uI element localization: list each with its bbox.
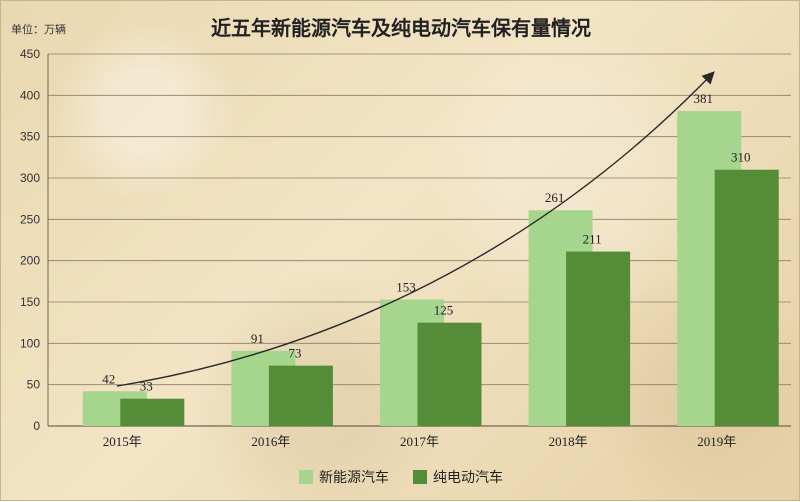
y-tick-label: 100 (20, 336, 40, 350)
legend-label-series-2: 纯电动汽车 (433, 470, 503, 486)
data-label: 73 (288, 346, 301, 361)
data-label: 42 (102, 371, 115, 386)
chart-title: 近五年新能源汽车及纯电动汽车保有量情况 (211, 16, 591, 40)
x-tick-label: 2017年 (400, 434, 439, 449)
legend-label-series-1: 新能源汽车 (319, 470, 389, 486)
data-label: 261 (545, 190, 565, 205)
x-tick-label: 2018年 (549, 434, 588, 449)
data-label: 381 (693, 91, 713, 106)
bar-series-2 (714, 169, 779, 426)
bar-series-2 (268, 365, 333, 426)
y-tick-label: 400 (20, 88, 40, 102)
legend-swatch-series-1 (299, 470, 313, 484)
y-tick-label: 0 (33, 419, 40, 433)
bar-series-2 (566, 251, 631, 426)
y-tick-label: 300 (20, 171, 40, 185)
x-tick-label: 2016年 (251, 434, 290, 449)
legend: 新能源汽车 纯电动汽车 (1, 467, 800, 487)
data-label: 33 (140, 379, 153, 394)
data-label: 310 (731, 150, 751, 165)
legend-swatch-series-2 (413, 470, 427, 484)
legend-item-series-2: 纯电动汽车 (413, 467, 503, 487)
data-label: 153 (396, 280, 416, 295)
bar-series-2 (120, 398, 185, 426)
trend-arrow (116, 71, 715, 387)
y-tick-label: 350 (20, 130, 40, 144)
bar-series-2 (417, 322, 482, 426)
data-label: 91 (251, 331, 264, 346)
y-tick-label: 50 (27, 378, 41, 392)
x-tick-label: 2019年 (697, 434, 736, 449)
x-tick-label: 2015年 (103, 434, 142, 449)
y-tick-label: 200 (20, 254, 40, 268)
data-label: 211 (583, 232, 602, 247)
data-label: 125 (434, 303, 454, 318)
unit-label: 单位：万辆 (11, 23, 66, 36)
y-tick-label: 450 (20, 47, 40, 61)
legend-item-series-1: 新能源汽车 (299, 467, 389, 487)
y-tick-label: 250 (20, 212, 40, 226)
y-tick-label: 150 (20, 295, 40, 309)
